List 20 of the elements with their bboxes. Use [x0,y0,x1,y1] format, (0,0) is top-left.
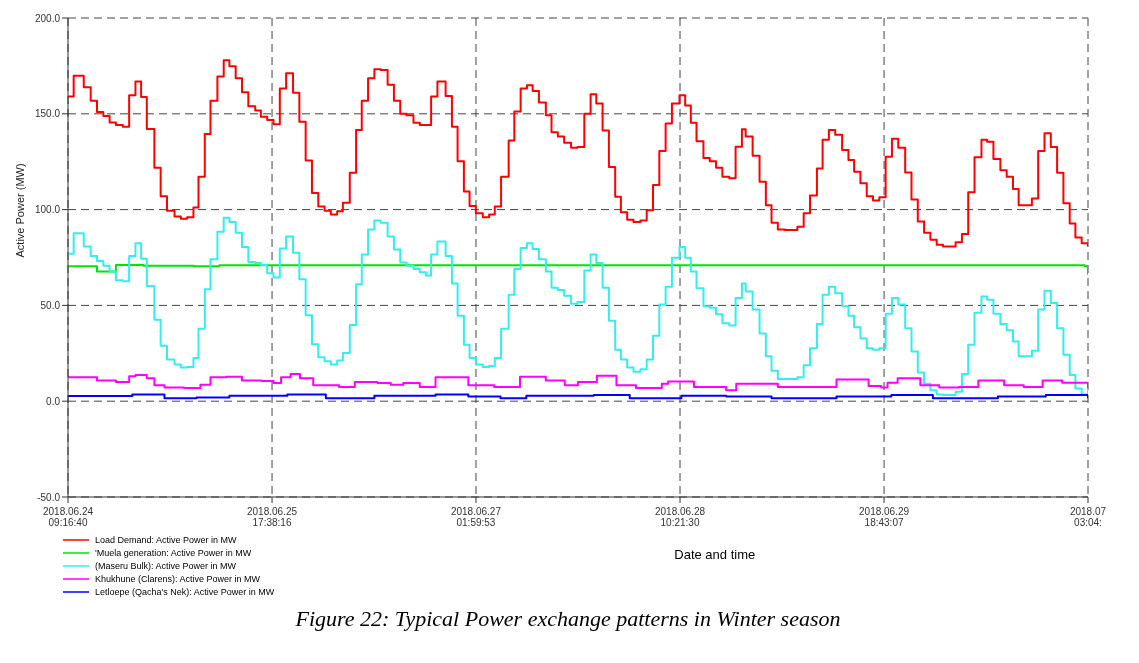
y-tick-label: 0.0 [46,395,61,407]
x-tick-label: 2018.06.27 01:59:53 [450,506,502,528]
y-tick-label: 200.0 [34,12,61,24]
y-axis-title: Active Power (MW) [13,163,26,258]
legend-label: (Maseru Bulk): Active Power in MW [95,560,237,571]
y-tick-label: -50.0 [37,491,61,503]
legend-label: Letloepe (Qacha's Nek): Active Power in MW [95,586,275,597]
x-tick-label: 2018.06.28 10:21:30 [654,506,706,528]
x-tick-label: 2018.06.29 18:43:07 [859,506,910,528]
legend-label: Load Demand: Active Power in MW [95,534,237,545]
y-tick-label: 100.0 [34,204,61,216]
x-tick-label: 2018.06.24 09:16:40 [42,506,94,528]
legend-label: 'Muela generation: Active Power in MW [95,547,252,558]
y-tick-label: 150.0 [34,108,61,120]
legend-label: Khukhune (Clarens): Active Power in MW [95,573,261,584]
x-tick-label: 2018.07 03:04: [1069,506,1107,528]
x-tick-label: 2018.06.25 17:38:16 [247,506,298,528]
y-tick-label: 50.0 [40,299,61,311]
x-axis-title: Date and time [674,547,756,564]
caption: Figure 22: Typical Power exchange patterns in Winter season [294,606,842,632]
